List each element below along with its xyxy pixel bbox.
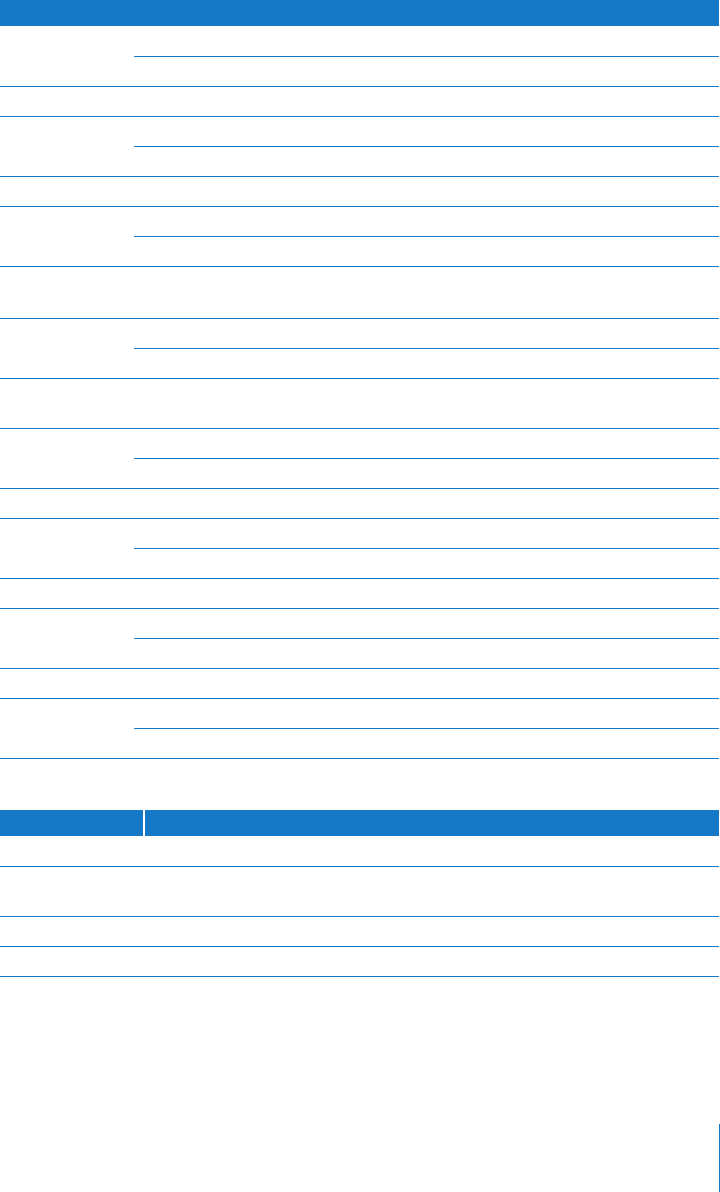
table-1-row-divider [0, 758, 719, 759]
table-1-sub-row-divider [134, 638, 719, 639]
table-2-row-divider [0, 866, 719, 867]
table-2-row-divider [0, 946, 719, 947]
table-1-row-divider [0, 608, 719, 609]
table-2-header-col-2 [145, 810, 719, 836]
table-2-row-divider [0, 976, 719, 977]
table-1-row-divider [0, 668, 719, 669]
table-2-header-col-1 [0, 810, 143, 836]
table-1-sub-row-divider [134, 236, 719, 237]
table-1-row-divider [0, 518, 719, 519]
table-1-row-divider [0, 176, 719, 177]
table-1-sub-row-divider [134, 458, 719, 459]
table-1-sub-row-divider [134, 548, 719, 549]
table-1-row-divider [0, 428, 719, 429]
table-1-sub-row-divider [134, 56, 719, 57]
table-1-row-divider [0, 578, 719, 579]
table-1-row-divider [0, 488, 719, 489]
table-1-sub-row-divider [134, 348, 719, 349]
table-1-row-divider [0, 318, 719, 319]
table-1-row-divider [0, 206, 719, 207]
table-1-row-divider [0, 116, 719, 117]
table-1-sub-row-divider [134, 146, 719, 147]
table-1-row-divider [0, 266, 719, 267]
table-2-row-divider [0, 916, 719, 917]
table-1-row-divider [0, 698, 719, 699]
table-1-row-divider [0, 86, 719, 87]
table-1-row-divider [0, 378, 719, 379]
table-1-header [0, 0, 719, 26]
table-1-sub-row-divider [134, 728, 719, 729]
